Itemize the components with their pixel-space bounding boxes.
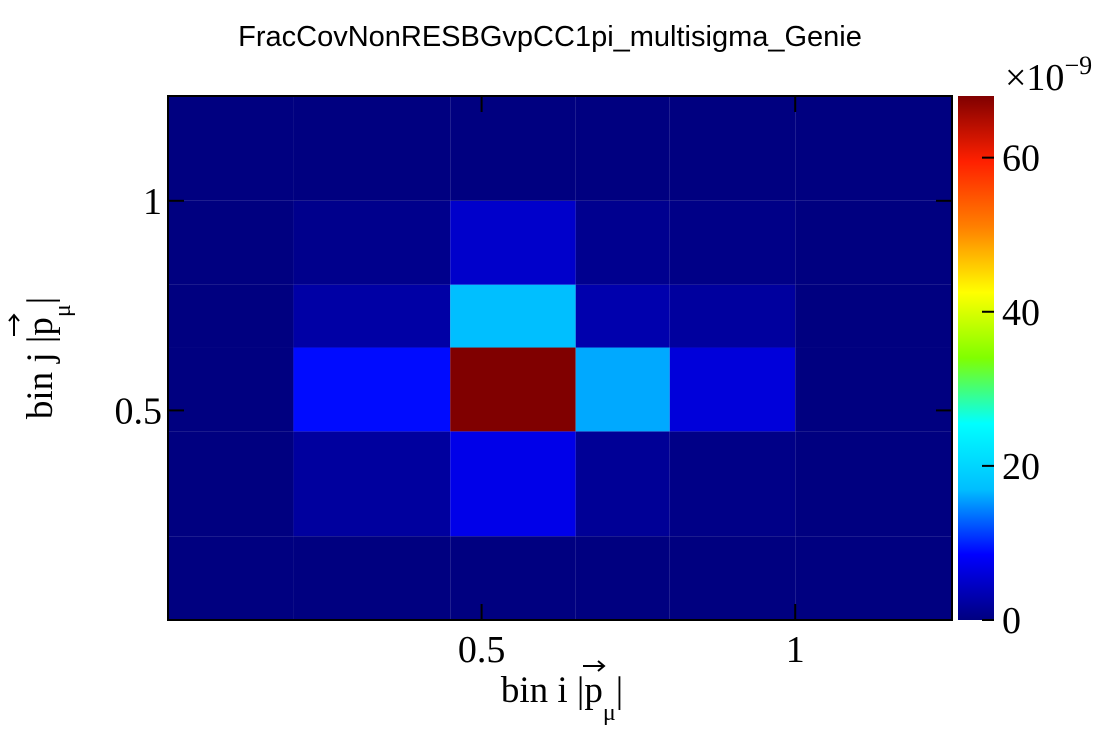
heatmap-cell (450, 96, 576, 201)
y-axis-label: bin j |pμ| (20, 297, 76, 419)
x-axis-label-vector-arrow (583, 660, 606, 672)
heatmap-cell (795, 431, 952, 537)
heatmap-cell (669, 200, 796, 285)
heatmap-cell (168, 200, 294, 285)
heatmap-cell (575, 284, 670, 348)
heatmap-cell (293, 536, 451, 620)
heatmap-cell (575, 347, 670, 432)
y-axis-label-bar-close: | (20, 297, 61, 304)
heatmap-cell (575, 96, 670, 201)
y-axis-label-symbol: p (20, 317, 61, 336)
heatmap-cell (575, 536, 670, 620)
heatmap-cell (669, 284, 796, 348)
heatmap-cell (795, 536, 952, 620)
colorbar-tick-label: 20 (1002, 446, 1040, 488)
heatmap-cell (450, 284, 576, 348)
x-tick-label: 0.5 (458, 629, 506, 671)
chart-title: FracCovNonRESBGvpCC1pi_multisigma_Genie (238, 21, 862, 53)
colorbar-ticks: 0 20 40 60 (982, 138, 1040, 642)
heatmap-cell (669, 536, 796, 620)
colorbar-tick-label: 40 (1002, 292, 1040, 334)
plot-frame (167, 95, 953, 621)
heatmap-cell (293, 347, 451, 432)
x-axis-label: bin i |pμ| (501, 670, 623, 726)
y-axis-label-bar: | (20, 336, 61, 343)
heatmap-cell (450, 200, 576, 285)
axis-ticks: 0.5 1 0.5 1 (115, 96, 952, 671)
heatmap-cell (168, 431, 294, 537)
heatmap-cells (168, 96, 952, 620)
x-tick-label: 1 (786, 629, 805, 671)
colorbar-multiplier: ×10−9 (1005, 51, 1092, 99)
y-axis-label-subscript: μ (50, 304, 76, 317)
heatmap-cell (168, 347, 294, 432)
x-axis-label-subscript: μ (603, 700, 616, 726)
heatmap-cell (669, 347, 796, 432)
colorbar-tick-label: 0 (1002, 600, 1021, 642)
colorbar-multiplier-exponent: −9 (1064, 51, 1092, 80)
heatmap-cell (293, 431, 451, 537)
colorbar-multiplier-base: ×10 (1005, 57, 1064, 99)
y-axis-label-vector-arrow (8, 313, 20, 336)
heatmap-cell (293, 200, 451, 285)
heatmap-cell (795, 200, 952, 285)
heatmap-cell (795, 284, 952, 348)
heatmap-cell (293, 284, 451, 348)
heatmap-cell (168, 536, 294, 620)
x-axis-label-bar-close: | (616, 670, 623, 711)
heatmap-cell (795, 347, 952, 432)
heatmap-cell (450, 431, 576, 537)
y-tick-label: 0.5 (115, 390, 163, 432)
heatmap-cell (669, 96, 796, 201)
heatmap-cell (293, 96, 451, 201)
colorbar-tick-label: 60 (1002, 138, 1040, 180)
heatmap-cell (795, 96, 952, 201)
heatmap-cell (575, 200, 670, 285)
x-axis-label-bar: | (577, 670, 584, 711)
heatmap-cell (450, 347, 576, 432)
x-axis-label-symbol: p (584, 670, 603, 711)
colorbar (958, 96, 994, 620)
y-axis-label-group: bin j |pμ| (8, 297, 76, 419)
heatmap-cell (669, 431, 796, 537)
y-axis-label-prefix: bin j (20, 343, 61, 419)
heatmap-cell (575, 431, 670, 537)
y-tick-label: 1 (143, 181, 162, 223)
heatmap-cell (168, 96, 294, 201)
heatmap-cell (168, 284, 294, 348)
x-axis-label-prefix: bin i (501, 670, 577, 711)
heatmap-cell (450, 536, 576, 620)
